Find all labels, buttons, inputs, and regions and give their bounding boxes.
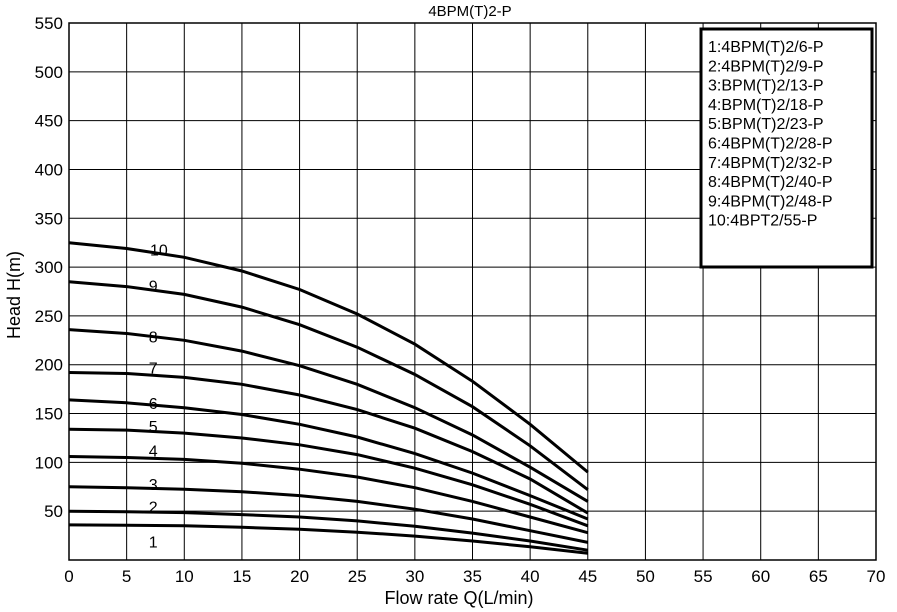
legend: 1:4BPM(T)2/6-P 2:4BPM(T)2/9-P 3:BPM(T)2/13… (699, 27, 874, 269)
x-tick-labels: 0 5 10 15 20 25 30 35 40 45 50 55 60 65 70 (64, 567, 885, 586)
legend-entry: 1:4BPM(T)2/6-P (708, 39, 824, 56)
x-tick-label: 25 (348, 567, 367, 586)
curve-3 (68, 485, 589, 544)
x-tick-label: 70 (867, 567, 886, 586)
legend-entry: 10:4BPT2/55-P (708, 213, 817, 230)
y-axis-title: Head H(m) (4, 251, 24, 339)
legend-entry: 3:BPM(T)2/13-P (708, 78, 824, 95)
curve-8 (68, 328, 589, 503)
legend-entry: 9:4BPM(T)2/48-P (708, 193, 832, 210)
x-tick-label: 20 (290, 567, 309, 586)
curve-6 (68, 398, 589, 521)
x-tick-label: 55 (694, 567, 713, 586)
curve-label-2: 2 (149, 499, 158, 516)
y-tick-label: 100 (35, 453, 63, 472)
curve-labels: 1 2 3 4 5 6 7 8 9 10 (149, 243, 168, 552)
chart-title: 4BPM(T)2-P (428, 3, 511, 20)
x-tick-label: 0 (64, 567, 73, 586)
curve-9 (68, 280, 589, 491)
legend-entry: 5:BPM(T)2/23-P (708, 116, 824, 133)
y-tick-label: 500 (35, 63, 63, 82)
x-tick-label: 45 (578, 567, 597, 586)
curve-label-4: 4 (149, 444, 158, 461)
y-tick-label: 350 (35, 209, 63, 228)
curve-label-5: 5 (149, 419, 158, 436)
curve-4 (68, 455, 589, 535)
x-tick-label: 40 (521, 567, 540, 586)
legend-entry: 2:4BPM(T)2/9-P (708, 58, 824, 75)
legend-box (699, 27, 874, 269)
x-tick-label: 35 (463, 567, 482, 586)
curve-label-8: 8 (149, 329, 158, 346)
y-tick-label: 50 (44, 502, 63, 521)
plot-frame (68, 22, 877, 561)
x-tick-label: 15 (232, 567, 251, 586)
curve-label-9: 9 (149, 279, 158, 296)
legend-entry: 6:4BPM(T)2/28-P (708, 136, 832, 153)
curve-5 (68, 427, 589, 528)
legend-items: 1:4BPM(T)2/6-P 2:4BPM(T)2/9-P 3:BPM(T)2/13… (708, 39, 832, 230)
curve-1 (68, 523, 588, 555)
x-tick-label: 50 (636, 567, 655, 586)
x-axis-title: Flow rate Q(L/min) (384, 588, 533, 608)
curve-label-7: 7 (149, 361, 158, 378)
y-tick-label: 150 (35, 405, 63, 424)
curve-label-6: 6 (149, 396, 158, 413)
y-tick-label: 200 (35, 356, 63, 375)
y-tick-label: 400 (35, 160, 63, 179)
y-tick-label: 450 (35, 112, 63, 131)
y-tick-label: 250 (35, 307, 63, 326)
legend-entry: 7:4BPM(T)2/32-P (708, 155, 832, 172)
curve-2 (68, 509, 589, 552)
legend-entry: 8:4BPM(T)2/40-P (708, 174, 832, 191)
x-tick-label: 10 (175, 567, 194, 586)
y-tick-label: 550 (35, 14, 63, 33)
x-tick-label: 5 (122, 567, 131, 586)
y-tick-label: 300 (35, 258, 63, 277)
curve-label-3: 3 (149, 477, 158, 494)
x-tick-label: 30 (405, 567, 424, 586)
curve-10 (68, 241, 589, 474)
x-tick-label: 60 (751, 567, 770, 586)
curve-7 (68, 371, 589, 515)
legend-entry: 4:BPM(T)2/18-P (708, 97, 824, 114)
curve-label-10: 10 (150, 243, 168, 260)
curves (68, 241, 589, 555)
y-tick-labels: 50 100 150 200 250 300 350 400 450 500 550 (35, 14, 63, 521)
x-tick-label: 65 (809, 567, 828, 586)
curve-label-1: 1 (149, 534, 158, 551)
